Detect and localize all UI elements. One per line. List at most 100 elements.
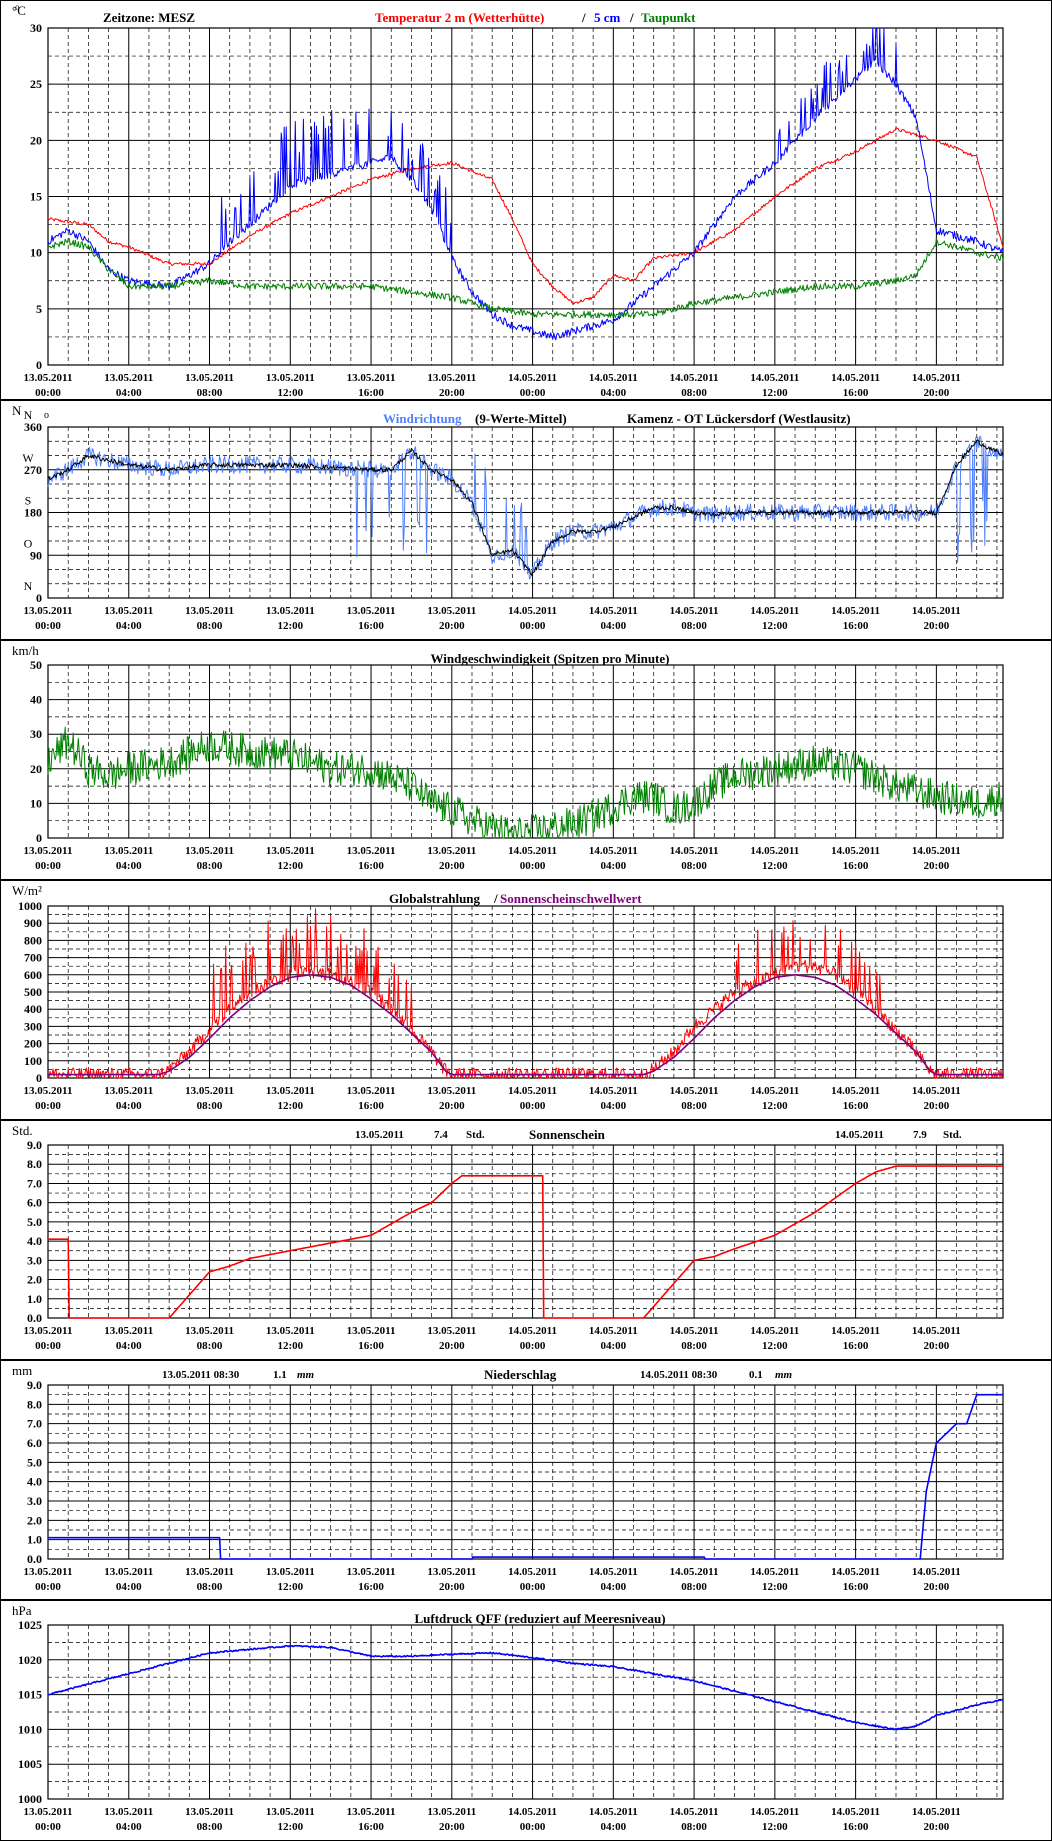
legend-temp-5cm: 5 cm <box>594 10 621 25</box>
x-tick-date: 13.05.2011 <box>24 1566 73 1578</box>
x-tick-date: 13.05.2011 <box>347 372 396 384</box>
x-tick-time: 04:00 <box>116 1821 142 1833</box>
x-tick-date: 14.05.2011 <box>750 1566 799 1578</box>
x-tick-date: 14.05.2011 <box>508 1806 557 1818</box>
x-tick-time: 08:00 <box>681 387 707 399</box>
compass-label: N <box>24 579 33 593</box>
x-tick-date: 13.05.2011 <box>427 1806 476 1818</box>
x-tick-date: 14.05.2011 <box>750 605 799 617</box>
x-tick-date: 13.05.2011 <box>427 1085 476 1097</box>
y-tick-label: 1000 <box>18 1792 42 1806</box>
x-tick-time: 12:00 <box>762 620 788 632</box>
x-tick-time: 00:00 <box>520 387 546 399</box>
y-tick-label: 20 <box>30 133 42 147</box>
x-tick-time: 04:00 <box>600 1100 626 1112</box>
series-temperature-2 <box>47 238 1004 319</box>
x-tick-time: 20:00 <box>439 1581 465 1593</box>
x-tick-date: 14.05.2011 <box>670 372 719 384</box>
y-tick-label: 1025 <box>18 1618 42 1632</box>
y-tick-label: 500 <box>24 985 42 999</box>
x-tick-time: 08:00 <box>197 860 223 872</box>
y-tick-label: 40 <box>30 693 42 707</box>
legend-temp-2m: Temperatur 2 m (Wetterhütte) <box>375 10 544 25</box>
x-tick-date: 13.05.2011 <box>24 605 73 617</box>
x-tick-date: 13.05.2011 <box>24 1085 73 1097</box>
x-tick-time: 20:00 <box>924 1581 950 1593</box>
x-tick-date: 14.05.2011 <box>912 372 961 384</box>
y-tick-label: 0.0 <box>27 1552 42 1566</box>
legend-sunshine-threshold: Sonnenscheinschwellwert <box>500 891 642 906</box>
series-sunshine-0 <box>48 1165 1003 1319</box>
x-tick-date: 14.05.2011 <box>589 1566 638 1578</box>
legend-wind-direction: Windrichtung <box>383 411 462 426</box>
x-tick-time: 00:00 <box>35 1821 61 1833</box>
compass-label: S <box>25 494 32 508</box>
y-tick-label: 1000 <box>18 899 42 913</box>
y-tick-label: 4.0 <box>27 1475 42 1489</box>
chart-title: Sonnenschein <box>529 1127 606 1142</box>
x-tick-time: 16:00 <box>843 620 869 632</box>
x-tick-date: 14.05.2011 <box>750 372 799 384</box>
x-tick-date: 13.05.2011 <box>104 605 153 617</box>
x-tick-date: 13.05.2011 <box>266 372 315 384</box>
timezone-label: Zeitzone: MESZ <box>103 10 195 25</box>
y-unit-label: mm <box>12 1363 32 1378</box>
day2-value: 7.9 <box>913 1129 927 1141</box>
x-tick-date: 14.05.2011 <box>670 1566 719 1578</box>
x-tick-date: 14.05.2011 <box>589 605 638 617</box>
x-tick-date: 13.05.2011 <box>427 372 476 384</box>
x-tick-date: 13.05.2011 <box>347 1566 396 1578</box>
series-temperature-0 <box>47 127 1004 305</box>
compass-label: O <box>24 536 33 550</box>
x-tick-date: 14.05.2011 <box>589 845 638 857</box>
y-tick-label: 20 <box>30 762 42 776</box>
x-tick-date: 13.05.2011 <box>185 1806 234 1818</box>
series-global_radiation-1 <box>48 973 1003 1076</box>
y-tick-label: 3.0 <box>27 1253 42 1267</box>
x-tick-date: 13.05.2011 <box>427 845 476 857</box>
y-tick-label: 30 <box>30 21 42 35</box>
y-unit-label: N <box>12 403 22 418</box>
x-tick-time: 12:00 <box>762 1340 788 1352</box>
y-tick-label: 7.0 <box>27 1176 42 1190</box>
x-tick-date: 13.05.2011 <box>185 1566 234 1578</box>
x-tick-date: 14.05.2011 <box>670 1325 719 1337</box>
y-tick-label: 270 <box>24 463 42 477</box>
x-tick-date: 13.05.2011 <box>266 605 315 617</box>
series-wind_speed-0 <box>47 726 1004 839</box>
x-tick-time: 04:00 <box>116 1340 142 1352</box>
station-name: Kamenz - OT Lückersdorf (Westlausitz) <box>627 411 851 426</box>
panel-border <box>0 400 1052 640</box>
x-tick-time: 12:00 <box>277 1581 303 1593</box>
plot-frame <box>47 905 1004 1079</box>
y-unit-label: km/h <box>12 643 39 658</box>
x-tick-time: 00:00 <box>35 1581 61 1593</box>
plot-frame <box>47 664 1004 839</box>
x-tick-date: 13.05.2011 <box>104 1085 153 1097</box>
x-tick-date: 13.05.2011 <box>427 605 476 617</box>
y-tick-label: 0.0 <box>27 1311 42 1325</box>
y-tick-label: 10 <box>30 796 42 810</box>
x-tick-time: 00:00 <box>35 620 61 632</box>
x-tick-date: 14.05.2011 <box>508 845 557 857</box>
x-tick-time: 08:00 <box>197 1821 223 1833</box>
x-tick-date: 13.05.2011 <box>347 605 396 617</box>
x-tick-time: 12:00 <box>762 1100 788 1112</box>
x-tick-date: 13.05.2011 <box>185 1325 234 1337</box>
x-tick-time: 20:00 <box>439 620 465 632</box>
y-tick-label: 2.0 <box>27 1513 42 1527</box>
x-tick-time: 12:00 <box>762 860 788 872</box>
x-tick-time: 08:00 <box>681 1340 707 1352</box>
x-tick-date: 14.05.2011 <box>670 1806 719 1818</box>
x-tick-time: 12:00 <box>277 620 303 632</box>
legend-average: (9-Werte-Mittel) <box>475 411 567 426</box>
day2-date: 14.05.2011 08:30 <box>640 1369 718 1381</box>
x-tick-date: 14.05.2011 <box>831 1566 880 1578</box>
day1-unit: mm <box>297 1369 315 1381</box>
x-tick-time: 20:00 <box>924 1100 950 1112</box>
x-tick-time: 20:00 <box>439 860 465 872</box>
degree-sign: o <box>15 2 20 12</box>
x-tick-date: 14.05.2011 <box>508 372 557 384</box>
y-tick-label: 1010 <box>18 1722 42 1736</box>
